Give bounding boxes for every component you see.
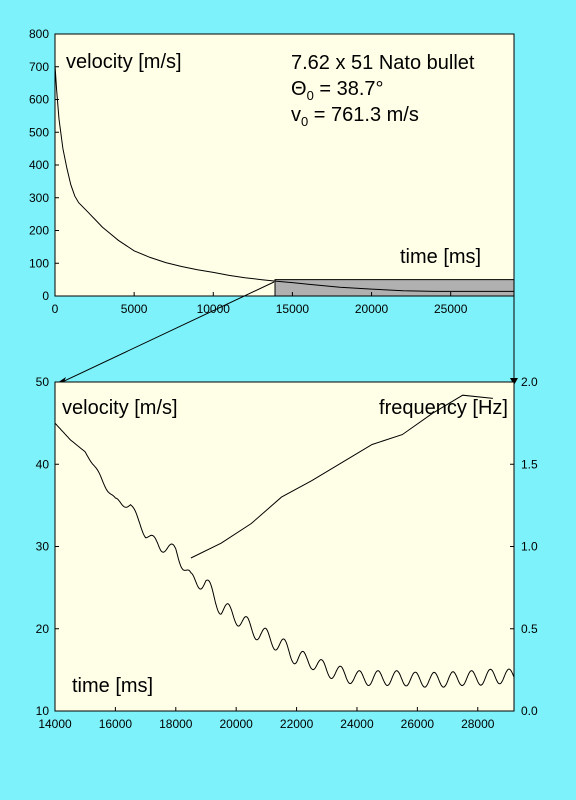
y2-tick-label: 0.0: [521, 704, 538, 718]
x-tick-label: 26000: [401, 717, 435, 731]
top-plot-area: [54, 33, 515, 297]
x-tick-label: 28000: [461, 717, 495, 731]
y-tick-label: 600: [29, 93, 49, 107]
frequency-line: [190, 394, 493, 559]
top-y-ticks: 0 100 200 300 400 500 600 700 800: [29, 27, 59, 303]
bottom-ylabel: velocity [m/s]: [62, 397, 178, 419]
annotation-theta: Θ0 = 38.7°: [291, 78, 384, 103]
x-tick-label: 16000: [99, 717, 133, 731]
y-tick-label: 700: [29, 60, 49, 74]
x-tick-label: 22000: [280, 717, 314, 731]
velocity-line-zoom: [54, 422, 515, 688]
y2-tick-label: 2.0: [521, 375, 538, 389]
y-tick-label: 30: [36, 540, 50, 554]
x-tick-label: 24000: [340, 717, 374, 731]
y-tick-label: 300: [29, 191, 49, 205]
y-tick-label: 10: [36, 704, 50, 718]
y-tick-label: 100: [29, 256, 49, 270]
bottom-x-ticks: 14000 16000 18000 20000 22000 24000 26000 28000: [38, 707, 495, 731]
velocity-line-full: [54, 65, 514, 292]
y-tick-label: 500: [29, 125, 49, 139]
bottom-y-ticks: 10 20 30 40 50: [36, 375, 59, 718]
bottom-xlabel: time [ms]: [72, 675, 153, 697]
y-tick-label: 800: [29, 27, 49, 41]
y-tick-label: 400: [29, 158, 49, 172]
x-tick-label: 14000: [38, 717, 72, 731]
bottom-y2label: frequency [Hz]: [379, 397, 508, 419]
annotation-line1: 7.62 x 51 Nato bullet: [291, 52, 475, 74]
y2-tick-label: 1.5: [521, 457, 538, 471]
y-tick-label: 50: [36, 375, 50, 389]
annotation-v0: v0 = 761.3 m/s: [291, 104, 419, 129]
y-tick-label: 200: [29, 224, 49, 238]
y-tick-label: 40: [36, 457, 50, 471]
zoom-connector-left: [59, 281, 275, 384]
highlight-region: [274, 279, 515, 297]
top-x-ticks: 0 5000 10000 15000 20000 25000: [52, 292, 468, 316]
y2-tick-label: 0.5: [521, 622, 538, 636]
x-tick-label: 20000: [219, 717, 253, 731]
x-tick-label: 0: [52, 302, 59, 316]
x-tick-label: 15000: [276, 302, 310, 316]
x-tick-label: 10000: [197, 302, 231, 316]
top-ylabel: velocity [m/s]: [66, 51, 182, 73]
bottom-plot-area: [54, 381, 515, 712]
bottom-y2-ticks: 0.0 0.5 1.0 1.5 2.0: [510, 375, 538, 718]
y-tick-label: 0: [42, 289, 49, 303]
x-tick-label: 5000: [121, 302, 148, 316]
top-xlabel: time [ms]: [400, 246, 481, 268]
x-tick-label: 18000: [159, 717, 193, 731]
y-tick-label: 20: [36, 622, 50, 636]
y2-tick-label: 1.0: [521, 540, 538, 554]
x-tick-label: 20000: [355, 302, 389, 316]
x-tick-label: 25000: [434, 302, 468, 316]
